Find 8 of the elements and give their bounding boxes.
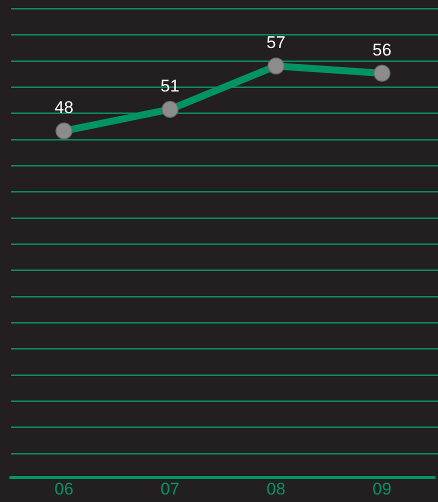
x-tick-label: 07 — [160, 479, 180, 498]
data-label: 48 — [54, 98, 74, 118]
data-label: 51 — [160, 76, 180, 96]
x-tick-label: 09 — [372, 479, 392, 498]
data-label: 56 — [372, 40, 392, 60]
x-tick-label: 08 — [266, 479, 286, 498]
data-label: 57 — [266, 33, 286, 52]
x-tick-label: 06 — [54, 479, 74, 498]
